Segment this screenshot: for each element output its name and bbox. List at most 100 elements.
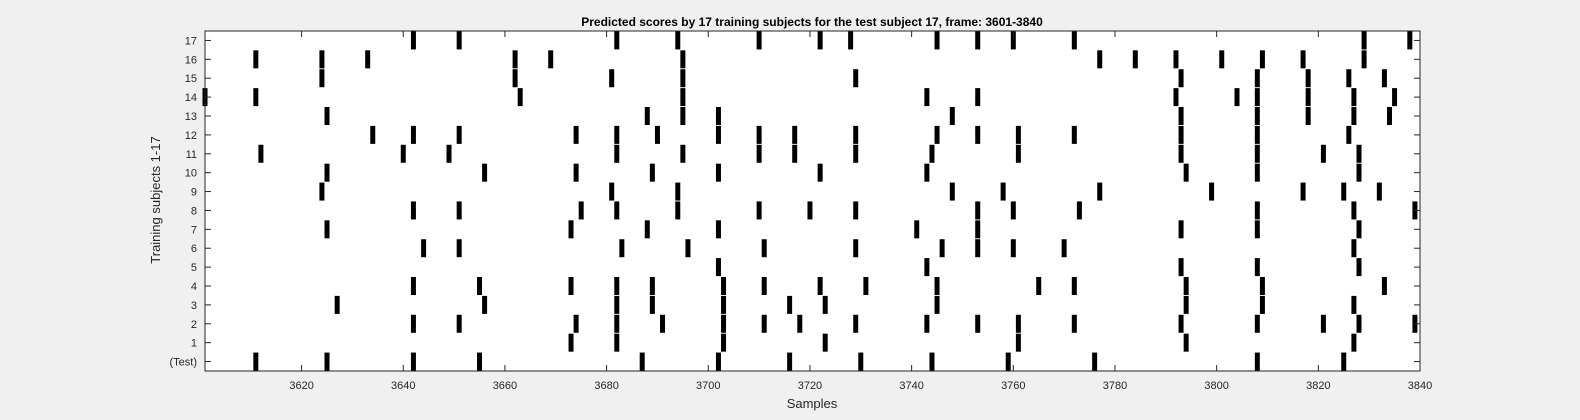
event-mark bbox=[675, 31, 681, 50]
event-mark bbox=[721, 314, 727, 333]
event-mark bbox=[410, 125, 416, 144]
event-mark bbox=[787, 352, 793, 371]
event-mark bbox=[253, 352, 259, 371]
event-mark bbox=[1392, 88, 1398, 107]
event-mark bbox=[761, 239, 767, 258]
y-tick-label: 4 bbox=[191, 281, 197, 293]
event-mark bbox=[1361, 31, 1367, 50]
chart-title: Predicted scores by 17 training subjects… bbox=[581, 15, 1043, 29]
event-mark bbox=[649, 163, 655, 182]
event-mark bbox=[675, 182, 681, 201]
y-tick-label: 5 bbox=[191, 262, 197, 274]
event-mark bbox=[853, 201, 859, 220]
event-mark bbox=[573, 314, 579, 333]
event-mark bbox=[400, 144, 406, 163]
event-mark bbox=[975, 125, 981, 144]
event-mark bbox=[1173, 50, 1179, 69]
event-mark bbox=[639, 352, 645, 371]
event-mark bbox=[1254, 201, 1260, 220]
event-mark bbox=[761, 277, 767, 295]
event-mark bbox=[1254, 88, 1260, 107]
event-mark bbox=[644, 107, 650, 125]
y-tick-label: 16 bbox=[185, 54, 197, 66]
event-mark bbox=[1351, 333, 1357, 352]
event-mark bbox=[680, 144, 686, 163]
event-mark bbox=[410, 31, 416, 50]
y-tick-label: 3 bbox=[191, 300, 197, 312]
event-mark bbox=[512, 50, 518, 69]
event-mark bbox=[649, 295, 655, 314]
y-tick-label: 11 bbox=[186, 149, 197, 161]
event-mark bbox=[614, 144, 620, 163]
event-mark bbox=[756, 125, 762, 144]
event-mark bbox=[614, 314, 620, 333]
event-mark bbox=[949, 107, 955, 125]
event-mark bbox=[1000, 182, 1006, 201]
event-mark bbox=[1356, 163, 1362, 182]
event-mark bbox=[1346, 125, 1352, 144]
event-mark bbox=[258, 144, 264, 163]
event-mark bbox=[456, 314, 462, 333]
event-mark bbox=[756, 31, 762, 50]
event-mark bbox=[721, 277, 727, 295]
event-mark bbox=[792, 125, 798, 144]
event-mark bbox=[1254, 125, 1260, 144]
event-mark bbox=[1061, 239, 1067, 258]
event-mark bbox=[1015, 144, 1021, 163]
x-tick-label: 3720 bbox=[798, 380, 822, 392]
event-mark bbox=[817, 31, 823, 50]
x-tick-label: 3820 bbox=[1306, 380, 1330, 392]
event-mark bbox=[578, 201, 584, 220]
event-mark bbox=[863, 277, 869, 295]
event-mark bbox=[1183, 333, 1189, 352]
x-axis-ticks: 3620 3640 3660 3680 3700 3720 3740 3760 3780 3800… bbox=[289, 31, 1432, 392]
event-mark bbox=[614, 31, 620, 50]
x-tick-label: 3660 bbox=[493, 380, 517, 392]
event-mark bbox=[807, 201, 813, 220]
event-mark bbox=[1010, 239, 1016, 258]
event-mark bbox=[715, 352, 721, 371]
event-mark bbox=[1178, 69, 1184, 88]
event-mark bbox=[319, 50, 325, 69]
event-mark bbox=[1178, 125, 1184, 144]
event-mark bbox=[975, 201, 981, 220]
y-axis-label: Training subjects 1-17 bbox=[148, 136, 163, 263]
y-tick-label: 10 bbox=[185, 168, 197, 180]
x-tick-label: 3640 bbox=[391, 380, 415, 392]
event-mark bbox=[1183, 295, 1189, 314]
event-mark bbox=[319, 182, 325, 201]
axes-box bbox=[204, 30, 1421, 372]
event-mark bbox=[477, 277, 483, 295]
y-tick-label: 13 bbox=[185, 111, 197, 123]
event-mark bbox=[934, 295, 940, 314]
event-mark bbox=[1254, 258, 1260, 277]
y-tick-label: 14 bbox=[185, 92, 197, 104]
y-tick-label: 8 bbox=[191, 205, 197, 217]
event-mark bbox=[1071, 31, 1077, 50]
event-mark bbox=[1356, 314, 1362, 333]
x-tick-label: 3800 bbox=[1204, 380, 1228, 392]
event-mark bbox=[573, 163, 579, 182]
event-mark bbox=[1036, 277, 1042, 295]
event-mark bbox=[1209, 182, 1215, 201]
event-mark bbox=[410, 277, 416, 295]
event-mark bbox=[680, 88, 686, 107]
event-marks bbox=[202, 31, 1418, 371]
y-tick-label: 2 bbox=[191, 319, 197, 331]
event-mark bbox=[1173, 88, 1179, 107]
event-mark bbox=[1015, 125, 1021, 144]
event-mark bbox=[1234, 88, 1240, 107]
event-mark bbox=[934, 125, 940, 144]
event-mark bbox=[1178, 220, 1184, 239]
event-mark bbox=[1351, 107, 1357, 125]
event-mark bbox=[721, 295, 727, 314]
event-mark bbox=[1346, 69, 1352, 88]
event-mark bbox=[1178, 107, 1184, 125]
event-mark bbox=[924, 258, 930, 277]
x-axis-label: Samples bbox=[787, 396, 838, 411]
x-tick-label: 3700 bbox=[696, 380, 720, 392]
event-mark bbox=[1254, 69, 1260, 88]
event-mark bbox=[614, 201, 620, 220]
event-mark bbox=[1178, 258, 1184, 277]
event-mark bbox=[792, 144, 798, 163]
